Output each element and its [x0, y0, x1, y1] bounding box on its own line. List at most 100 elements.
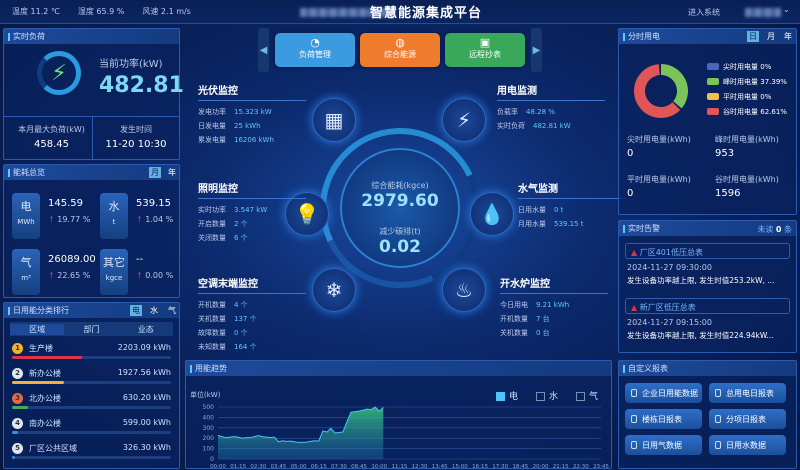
alarm-item[interactable]: ▲ 厂区401低压总表	[625, 243, 790, 259]
tab-department[interactable]: 部门	[83, 324, 100, 334]
monthly-max-value: 458.45	[34, 139, 69, 150]
toggle-month[interactable]: 月	[767, 32, 775, 41]
panel-title: 日用能分类排行	[13, 306, 69, 315]
monitor-label: 实时负荷	[497, 122, 525, 130]
tou-stat-value: 1596	[715, 188, 741, 199]
monitor-label: 月用水量	[518, 220, 546, 228]
tou-stat-label: 谷时用电量(kWh)	[715, 175, 779, 184]
donut-slice	[634, 64, 681, 118]
unread-count[interactable]: 未读 0 条	[757, 224, 792, 235]
tab-business[interactable]: 业态	[137, 324, 154, 334]
tab-region[interactable]: 区域	[10, 323, 65, 335]
data-point	[241, 437, 243, 439]
toggle-year[interactable]: 年	[168, 168, 176, 177]
panel-header: 自定义报表	[619, 361, 796, 376]
nav-button[interactable]: ◍ 综合能源	[360, 33, 440, 67]
toggle-electric[interactable]: 电	[130, 305, 142, 316]
user-name[interactable]	[745, 8, 781, 17]
monitor-value: 16206 kWh	[234, 136, 274, 144]
data-point	[262, 436, 263, 437]
monitor-title: 水气监测	[518, 180, 626, 199]
report-button[interactable]: 日用气数据	[625, 435, 702, 455]
toggle-water[interactable]: 水	[150, 306, 158, 315]
legend-swatch	[707, 63, 719, 70]
legend-pct: 37.39%	[760, 77, 787, 86]
nav-next-button[interactable]: ▶	[531, 28, 542, 72]
rank-bar	[12, 381, 65, 384]
tou-stat-label: 平时用电量(kWh)	[627, 175, 691, 184]
solar-panel-icon: ▦	[312, 98, 356, 142]
monitor-pv: 光伏监控 发电功率 15.323 kW 日发电量 25 kWh 累发电量 16206 kWh	[198, 82, 306, 147]
report-button[interactable]: 分项日报表	[709, 409, 786, 429]
alarm-message: 发生设备功率越上限, 发生时值224.94kW...	[627, 331, 774, 340]
report-button[interactable]: 日用水数据	[709, 435, 786, 455]
time-of-use-panel: 分时用电 日 月 年 尖时用电量 0% 峰时用电量 37.39% 平时用电量 0% 谷…	[618, 28, 797, 215]
energy-change: 19.77 %	[57, 215, 91, 224]
x-tick-label: 06:15	[311, 464, 327, 470]
monitor-value: 137 个	[234, 315, 257, 323]
x-tick-label: 13:45	[432, 464, 448, 470]
toggle-year[interactable]: 年	[784, 32, 792, 41]
monitor-value: 7 台	[536, 315, 550, 323]
y-tick-label: 0	[210, 456, 214, 463]
x-tick-label: 20:00	[533, 464, 549, 470]
alarm-item[interactable]: ▲ 新厂区低压总表	[625, 298, 790, 314]
enter-system-link[interactable]: 进入系统	[688, 8, 720, 17]
legend-gas[interactable]: 气	[576, 389, 598, 402]
report-button[interactable]: 企业日用能数据	[625, 383, 702, 403]
legend-swatch	[707, 78, 719, 85]
toggle-gas[interactable]: 气	[168, 306, 176, 315]
nav-button[interactable]: ▣ 远程抄表	[445, 33, 525, 67]
data-point	[330, 428, 332, 429]
data-point	[266, 436, 267, 438]
alarm-time: 2024-11-27 09:30:00	[627, 263, 712, 272]
chevron-down-icon[interactable]: ⌄	[783, 5, 790, 14]
legend-electric[interactable]: 电	[496, 389, 518, 402]
toggle-day[interactable]: 日	[747, 31, 759, 42]
trend-chart: 单位(kW) 0 100 200 300 400 500 00:00 01:15 02:30 03:…	[190, 390, 609, 470]
data-point	[229, 436, 231, 438]
monitor-title: 光伏监控	[198, 82, 306, 101]
legend-water[interactable]: 水	[536, 389, 558, 402]
monitor-value: 48.28 %	[526, 108, 555, 116]
y-tick-label: 200	[203, 435, 215, 442]
legend-label: 水	[549, 392, 559, 402]
toggle-month[interactable]: 月	[149, 167, 161, 178]
rank-name: 生产楼	[29, 344, 53, 353]
panel-header: 实时告警 未读 0 条	[619, 221, 796, 236]
energy-value: 2979.60	[361, 191, 439, 211]
data-point	[354, 411, 356, 412]
panel-title: 分时用电	[628, 32, 660, 41]
nav-prev-button[interactable]: ◀	[258, 28, 269, 72]
arrow-up-icon: ↑	[136, 215, 143, 224]
report-button[interactable]: 楼栋日报表	[625, 409, 702, 429]
legend-pct: 62.61%	[760, 107, 787, 116]
energy-overview-panel: 能耗总览 月 年 电 MWh 145.59 ↑ 19.77 % 水 t 539.15 …	[3, 164, 180, 298]
y-tick-label: 500	[203, 404, 215, 411]
x-tick-label: 07:30	[331, 464, 347, 470]
tou-stat-label: 尖时用电量(kWh)	[627, 135, 691, 144]
data-point	[370, 409, 372, 410]
data-point	[346, 421, 348, 422]
tou-stat-value: 0	[627, 148, 634, 159]
legend-pct: 0%	[760, 62, 772, 71]
report-button[interactable]: 总用电日报表	[709, 383, 786, 403]
rank-value: 630.20 kWh	[122, 393, 171, 402]
x-tick-label: 02:30	[250, 464, 266, 470]
nav-button[interactable]: ◔ 负荷管理	[275, 33, 355, 67]
x-tick-label: 03:45	[271, 464, 287, 470]
rank-name: 厂区公共区域	[29, 444, 77, 453]
carbon-label: 减少碳排(t)	[379, 227, 421, 236]
data-point	[310, 441, 312, 442]
arrow-up-icon: ↑	[136, 271, 143, 280]
monitor-value: 3.547 kW	[234, 206, 268, 214]
temperature: 温度 11.2 ℃	[12, 7, 60, 16]
y-tick-label: 400	[203, 414, 215, 421]
legend-name: 平时用电量	[723, 92, 758, 101]
data-point	[306, 441, 307, 443]
panel-title: 用能趋势	[195, 364, 227, 373]
unread-label: 未读	[757, 225, 774, 234]
energy-type-badge: 其它 kgce	[100, 249, 128, 295]
monitor-label: 故障数量	[198, 329, 226, 337]
